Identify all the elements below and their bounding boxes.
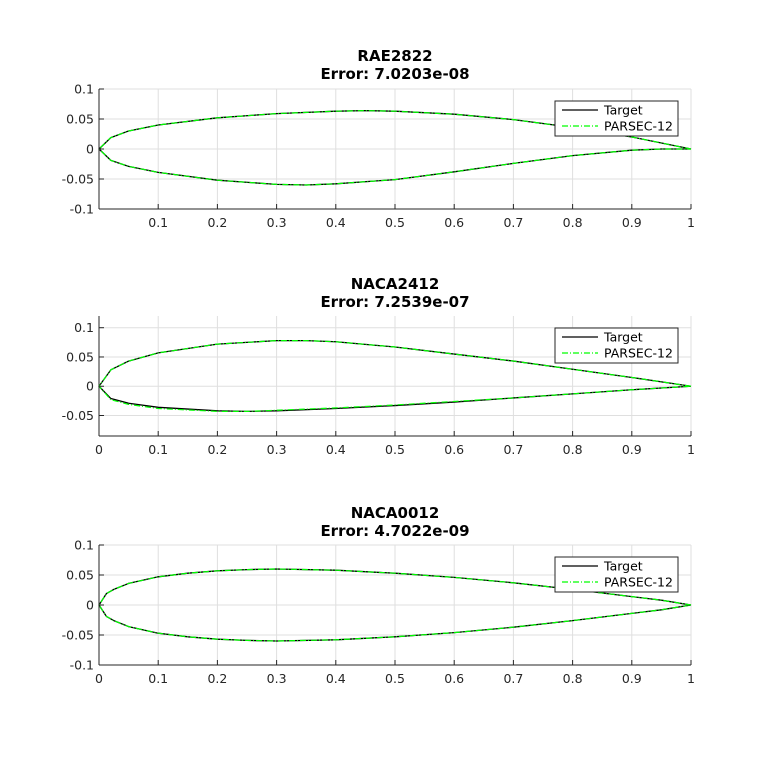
x-tick-label: 0.5 <box>385 442 405 457</box>
x-tick-label: 0.4 <box>326 671 346 686</box>
x-tick-label: 0.9 <box>622 215 642 230</box>
y-tick-label: -0.1 <box>70 658 94 673</box>
legend-label-target: Target <box>603 103 643 118</box>
series-line-parsec-12 <box>98 568 692 642</box>
x-tick-label: 0.7 <box>503 671 523 686</box>
legend-label-parsec: PARSEC-12 <box>604 119 673 134</box>
x-tick-label: 0.3 <box>267 671 287 686</box>
x-tick-label: 0.2 <box>207 671 227 686</box>
plot-area: 0 0.1 0.2 0.3 0.4 0.5 0.6 0.7 0.8 0.9 10.10.050-0.… <box>62 538 695 687</box>
y-tick-label: 0 <box>86 598 94 613</box>
x-tick-label: 0.9 <box>622 442 642 457</box>
x-tick-label: 0.1 <box>148 215 168 230</box>
plot-area: 0.1 0.2 0.3 0.4 0.5 0.6 0.7 0.8 0.9 1 0.1 0.05 0 -0.0… <box>62 82 695 231</box>
x-tick-label: 0.5 <box>385 215 405 230</box>
x-tick-label: 0 <box>95 442 103 457</box>
legend-box <box>554 100 679 137</box>
y-tick-label: 0 <box>86 379 94 394</box>
legend-label-target: Target <box>603 330 643 345</box>
x-tick-label: 0.6 <box>444 215 464 230</box>
legend: Target PARSEC-12 <box>554 327 679 364</box>
x-tick-label: 0.5 <box>385 671 405 686</box>
x-tick-label: 0.7 <box>503 215 523 230</box>
x-tick-label: 0.4 <box>326 442 346 457</box>
x-tick-label: 0.2 <box>207 442 227 457</box>
y-tick-label: 0 <box>86 142 94 157</box>
subplot-subtitle: Error: 4.7022e-09 <box>320 522 469 540</box>
x-tick-label: 0.3 <box>267 215 287 230</box>
legend-box <box>554 327 679 364</box>
x-tick-label: 1 <box>687 215 695 230</box>
y-tick-label: -0.05 <box>62 408 94 423</box>
x-tick-label: 0.7 <box>503 442 523 457</box>
legend-label-parsec: PARSEC-12 <box>604 575 673 590</box>
y-tick-label: -0.05 <box>62 628 94 643</box>
y-tick-label: 0.1 <box>74 82 94 97</box>
x-tick-label: 0.4 <box>326 215 346 230</box>
x-tick-label: 0.8 <box>563 671 583 686</box>
y-tick-label: 0.05 <box>66 349 94 364</box>
legend-label-target: Target <box>603 559 643 574</box>
x-tick-label: 0.2 <box>207 215 227 230</box>
x-tick-label: 0.1 <box>148 442 168 457</box>
y-tick-label: -0.1 <box>70 202 94 217</box>
y-tick-label: 0.05 <box>66 112 94 127</box>
subplot-naca0012: NACA0012 Error: 4.7022e-09 0 0.1 0.2 0.3 0.4… <box>62 504 695 686</box>
subplot-title: RAE2822 <box>357 47 432 65</box>
x-tick-label: 0 <box>95 671 103 686</box>
subplot-title: NACA0012 <box>351 504 440 522</box>
x-tick-label: 0.3 <box>267 442 287 457</box>
series-line-parsec-12 <box>98 109 692 186</box>
y-tick-label: 0.1 <box>74 538 94 553</box>
y-tick-label: 0.05 <box>66 568 94 583</box>
legend: Target PARSEC-12 <box>554 556 679 593</box>
x-tick-label: 0.6 <box>444 671 464 686</box>
subplot-subtitle: Error: 7.0203e-08 <box>320 65 469 83</box>
x-tick-label: 0.9 <box>622 671 642 686</box>
subplot-rae2822: RAE2822 Error: 7.0203e-08 0.1 0.2 0.3 0.4 0.… <box>62 47 695 230</box>
x-tick-label: 0.6 <box>444 442 464 457</box>
x-tick-label: 1 <box>687 442 695 457</box>
x-tick-label: 0.8 <box>563 442 583 457</box>
legend-box <box>554 556 679 593</box>
legend-label-parsec: PARSEC-12 <box>604 346 673 361</box>
y-tick-label: 0.1 <box>74 320 94 335</box>
y-tick-label: -0.05 <box>62 172 94 187</box>
x-tick-label: 0.8 <box>563 215 583 230</box>
subplot-title: NACA2412 <box>351 275 440 293</box>
subplot-subtitle: Error: 7.2539e-07 <box>320 293 469 311</box>
legend: Target PARSEC-12 <box>554 100 679 137</box>
x-tick-label: 1 <box>687 671 695 686</box>
subplot-naca2412: NACA2412 Error: 7.2539e-07 0 0.1 0.2 0.3 0.4… <box>62 275 695 457</box>
x-tick-label: 0.1 <box>148 671 168 686</box>
